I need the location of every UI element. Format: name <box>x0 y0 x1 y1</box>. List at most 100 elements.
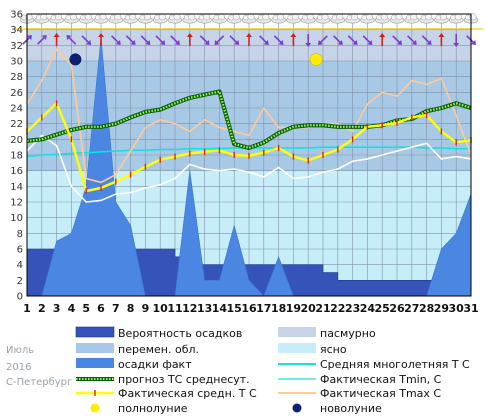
wind-arrow-head <box>186 33 193 37</box>
legend-swatch-col1-1 <box>76 343 114 353</box>
wind-arrow-icon <box>392 35 402 45</box>
wind-arrow-head <box>337 40 343 45</box>
x-tick-label: 6 <box>97 302 105 315</box>
legend-swatch <box>75 326 115 338</box>
wind-arrow-icon <box>362 35 373 45</box>
full-moon-icon <box>309 53 323 66</box>
legend-swatch <box>278 327 316 337</box>
wind-arrow-head <box>318 40 323 45</box>
wind-arrow-icon <box>229 35 240 45</box>
legend-label: Фактическая Tmin, C <box>320 373 442 386</box>
wind-arrow-head <box>379 33 386 37</box>
legend-swatch <box>76 358 114 368</box>
legend-swatch-col2-5 <box>292 403 302 413</box>
x-tick-label: 21 <box>315 302 330 315</box>
cloud-icon <box>321 13 329 21</box>
legend-label: перемен. обл. <box>118 343 199 356</box>
legend-swatch <box>76 343 114 353</box>
legend-label: Вероятность осадков <box>118 327 242 340</box>
legend-swatch <box>292 403 302 413</box>
wind-arrow-head <box>263 40 269 45</box>
wind-arrow-icon <box>258 35 269 45</box>
y-tick-label: 26 <box>10 88 23 99</box>
wind-arrow-head <box>214 40 220 45</box>
legend-label: Фактическая средн. Т С <box>118 387 257 400</box>
wind-arrow-icon <box>453 34 460 47</box>
wind-arrow-head <box>86 40 92 45</box>
cloud-icon <box>454 13 462 21</box>
legend-label: ясно <box>320 343 347 356</box>
x-tick-label: 2 <box>38 302 46 315</box>
wind-arrow-icon <box>36 35 47 45</box>
x-tick-label: 22 <box>330 302 345 315</box>
wind-arrow-icon <box>110 35 121 45</box>
y-tick-label: 8 <box>17 229 23 240</box>
wind-arrow-head <box>352 40 358 45</box>
wind-arrow-head <box>453 43 460 47</box>
wind-arrow-head <box>175 40 180 45</box>
legend-swatch-col2-1 <box>278 343 316 353</box>
legend-label: осадки факт <box>118 358 192 371</box>
x-tick-label: 9 <box>142 302 150 315</box>
wind-arrow-icon <box>81 35 92 45</box>
x-tick-label: 28 <box>419 302 434 315</box>
wind-arrow-head <box>367 40 373 45</box>
y-tick-label: 28 <box>10 72 23 83</box>
cloud-icon <box>99 13 107 21</box>
x-tick-label: 12 <box>182 302 197 315</box>
y-tick-label: 0 <box>17 292 23 303</box>
cloud-icon <box>217 13 225 21</box>
x-tick-label: 26 <box>389 302 405 315</box>
y-tick-label: 36 <box>10 10 23 21</box>
plot-frame <box>26 13 472 297</box>
legend-label: пасмурно <box>320 327 376 340</box>
cloud-icon <box>380 13 388 21</box>
x-tick-label: 3 <box>53 302 61 315</box>
cloud-icon <box>188 13 196 21</box>
y-tick-label: 18 <box>10 151 23 162</box>
cloud-icon <box>143 13 151 21</box>
x-tick-label: 7 <box>112 302 120 315</box>
footer-month: Июль <box>6 345 35 356</box>
wind-arrow-head <box>160 40 166 45</box>
wind-arrow-head <box>234 40 240 45</box>
wind-arrow-head <box>98 33 104 37</box>
wind-arrow-icon <box>53 33 60 46</box>
temperature-lines <box>26 48 472 203</box>
y-tick-label: 12 <box>10 198 23 209</box>
y-tick-label: 6 <box>17 245 23 256</box>
wind-arrow-head <box>66 35 72 40</box>
x-tick-label: 18 <box>271 302 286 315</box>
cloud-icon <box>40 13 48 21</box>
y-tick-label: 2 <box>17 276 23 287</box>
series-tmax <box>26 48 472 184</box>
new-moon-icon <box>69 53 82 66</box>
footer-year: 2016 <box>6 362 32 373</box>
wind-arrow-icon <box>438 33 445 46</box>
x-tick-label: 1 <box>23 302 31 315</box>
y-tick-label: 22 <box>10 119 23 130</box>
y-tick-label: 34 <box>10 25 23 36</box>
wind-arrow-head <box>41 35 47 40</box>
series-tmin <box>26 134 472 203</box>
cloud-icon <box>277 13 285 21</box>
x-tick-label: 24 <box>360 302 376 315</box>
footer-city: С-Петербург <box>6 377 73 388</box>
wind-arrow-icon <box>199 35 210 45</box>
wind-arrow-icon <box>332 35 343 45</box>
wind-arrow-head <box>53 33 60 37</box>
cloud-icon <box>55 13 63 21</box>
x-tick-label: 4 <box>68 302 76 315</box>
wind-arrow-icon <box>140 35 151 45</box>
legend-swatch <box>90 403 100 413</box>
wind-arrow-head <box>305 43 312 47</box>
legend-label: Фактическая Tmax C <box>320 387 441 400</box>
wind-arrow-head <box>204 40 210 45</box>
y-tick-label: 10 <box>10 213 23 224</box>
wind-arrow-head <box>290 33 297 37</box>
y-tick-label: 32 <box>10 41 23 52</box>
y-tick-label: 16 <box>10 166 23 177</box>
cloud-icon <box>351 13 359 21</box>
cloud-icon <box>262 13 270 21</box>
